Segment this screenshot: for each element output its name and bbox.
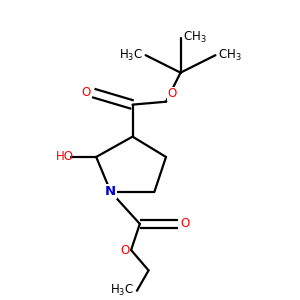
Text: O: O — [167, 87, 177, 100]
Text: O: O — [81, 86, 90, 100]
Text: O: O — [181, 218, 190, 230]
Text: H$_3$C: H$_3$C — [110, 283, 134, 298]
Text: HO: HO — [56, 151, 74, 164]
Text: CH$_3$: CH$_3$ — [183, 30, 207, 45]
Text: N: N — [105, 185, 116, 198]
Text: H$_3$C: H$_3$C — [118, 48, 143, 63]
Text: CH$_3$: CH$_3$ — [218, 48, 242, 63]
Text: O: O — [120, 244, 130, 256]
